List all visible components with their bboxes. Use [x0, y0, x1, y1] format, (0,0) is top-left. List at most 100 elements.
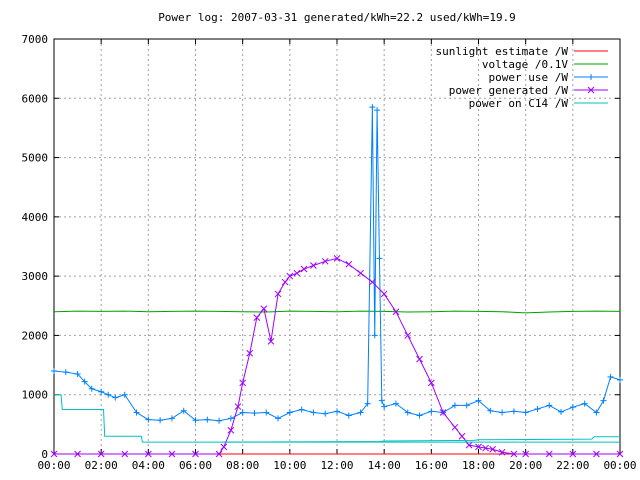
data-point: [451, 402, 458, 409]
data-point: [62, 369, 69, 376]
x-tick-label: 00:00: [37, 459, 70, 472]
x-tick-label: 22:00: [556, 459, 589, 472]
x-tick-label: 02:00: [85, 459, 118, 472]
data-point: [310, 409, 317, 416]
x-tick-label: 10:00: [273, 459, 306, 472]
data-point: [404, 409, 411, 416]
data-point: [416, 355, 423, 363]
series-power-generated-w: [50, 255, 624, 458]
x-axis-ticks: 00:00 02:00 04:00 06:00 08:00 10:00 12:00 14:00…: [37, 39, 637, 472]
y-tick-label: 6000: [22, 92, 49, 105]
data-point: [607, 373, 614, 380]
data-point: [465, 441, 473, 449]
data-point: [74, 370, 81, 377]
series-line: [54, 257, 620, 455]
legend-label: voltage /0.1V: [482, 58, 568, 71]
data-point: [286, 409, 293, 416]
data-point: [487, 407, 494, 414]
x-tick-label: 16:00: [415, 459, 448, 472]
data-point: [593, 450, 600, 458]
data-point: [381, 403, 388, 410]
data-point: [88, 385, 95, 392]
data-point: [260, 305, 268, 313]
data-point: [558, 408, 565, 415]
data-point: [569, 450, 577, 458]
y-tick-label: 4000: [22, 211, 49, 224]
data-point: [145, 416, 152, 423]
data-point: [204, 416, 211, 423]
data-point: [112, 394, 119, 401]
data-point: [357, 269, 364, 277]
data-point: [593, 409, 600, 416]
data-point: [522, 409, 529, 416]
x-tick-label: 00:00: [603, 459, 636, 472]
x-tick-label: 08:00: [226, 459, 259, 472]
legend-label: power use /W: [489, 71, 569, 84]
data-point: [298, 406, 305, 413]
data-point: [192, 450, 199, 458]
data-point: [371, 332, 378, 339]
data-point: [546, 402, 553, 409]
data-point: [345, 412, 352, 419]
data-point: [499, 409, 506, 416]
data-point: [286, 272, 294, 280]
series-line-segment: [223, 436, 620, 443]
series-power-on-c14-w: [54, 394, 620, 443]
data-point: [74, 450, 81, 458]
data-point: [144, 450, 152, 458]
data-point: [345, 260, 353, 268]
x-tick-label: 12:00: [320, 459, 353, 472]
data-point: [376, 255, 383, 262]
data-point: [253, 314, 261, 321]
data-point: [374, 107, 381, 114]
series-line: [54, 394, 620, 443]
data-point: [321, 257, 329, 265]
data-point: [180, 407, 187, 414]
y-tick-label: 0: [41, 448, 48, 461]
data-point: [310, 262, 317, 269]
data-point: [392, 308, 400, 316]
y-axis-ticks: 0 1000 2000 3000 4000 5000 6000 7000: [22, 33, 620, 461]
data-point: [105, 391, 112, 398]
y-tick-label: 3000: [22, 270, 49, 283]
data-point: [227, 415, 234, 422]
data-point: [522, 450, 530, 458]
legend-label: sunlight estimate /W: [436, 45, 569, 58]
data-point: [427, 379, 435, 387]
data-point: [369, 104, 376, 111]
data-point: [581, 400, 588, 407]
data-point: [357, 409, 364, 416]
data-point: [498, 448, 506, 456]
data-point: [463, 402, 470, 409]
data-point: [97, 450, 105, 458]
data-point: [239, 409, 246, 416]
x-tick-label: 06:00: [179, 459, 212, 472]
x-tick-label: 04:00: [132, 459, 165, 472]
data-point: [121, 391, 128, 398]
data-point: [168, 450, 176, 458]
x-tick-label: 18:00: [462, 459, 495, 472]
legend-marker: [588, 74, 594, 80]
data-point: [600, 397, 607, 404]
data-point: [168, 415, 175, 422]
data-point: [50, 450, 58, 458]
data-point: [416, 412, 423, 419]
chart-title: Power log: 2007-03-31 generated/kWh=22.2…: [158, 11, 516, 24]
data-point: [192, 417, 199, 424]
data-point: [451, 423, 459, 431]
data-point: [534, 405, 541, 412]
series-power-use-w: [51, 104, 623, 424]
data-point: [220, 443, 228, 451]
data-point: [616, 450, 624, 458]
data-point: [333, 255, 341, 262]
series-group: [50, 104, 624, 458]
data-point: [510, 450, 518, 458]
y-tick-label: 5000: [22, 152, 49, 165]
data-point: [246, 349, 254, 357]
series-voltage-0-1v: [53, 310, 621, 314]
data-point: [267, 338, 275, 345]
x-tick-label: 14:00: [368, 459, 401, 472]
data-point: [133, 409, 140, 416]
